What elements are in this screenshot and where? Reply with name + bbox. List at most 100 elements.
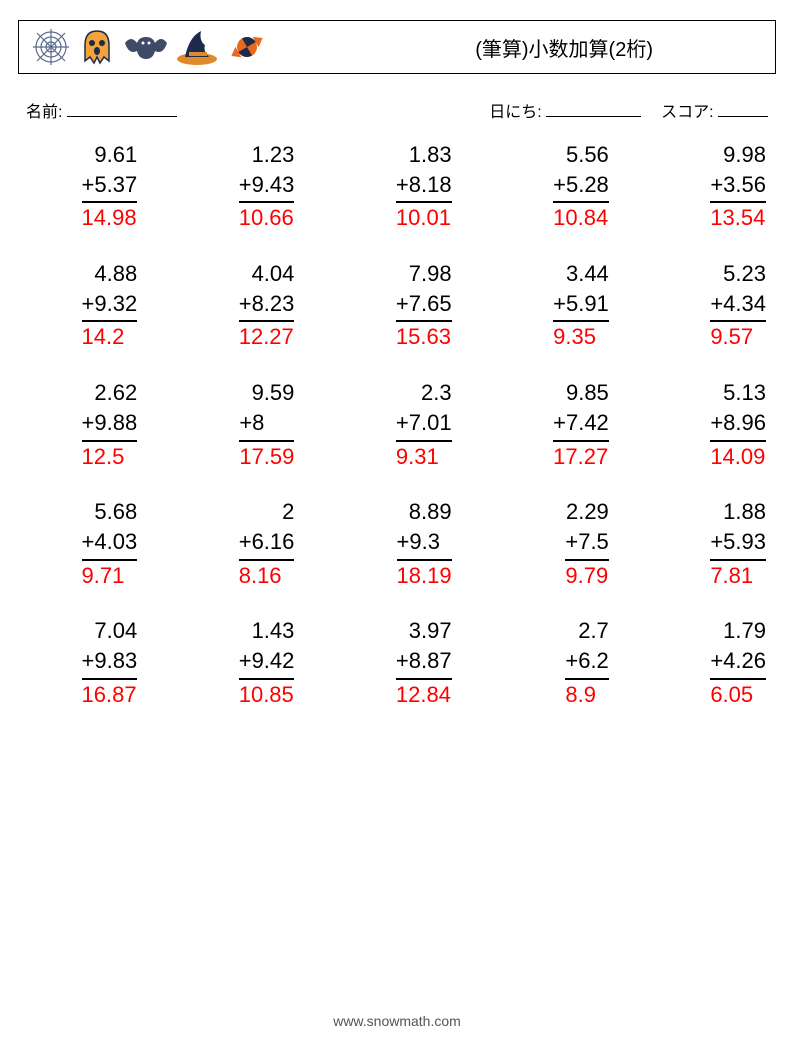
answer: 17.59 [239, 442, 294, 472]
answer: 6.05 [710, 680, 766, 710]
problem-cell: 3.97+8.8712.84 [342, 616, 451, 709]
answer: 17.27 [553, 442, 609, 472]
addend-top: 3.97 [396, 616, 452, 646]
name-field: 名前: [26, 98, 177, 122]
answer: 8.9 [565, 680, 608, 710]
problem-cell: 1.23+9.4310.66 [185, 140, 294, 233]
addend-bottom: +5.93 [710, 527, 766, 561]
problem-cell: 9.98+3.5613.54 [657, 140, 766, 233]
addend-top: 9.98 [710, 140, 766, 170]
problem-stack: 2.7+6.28.9 [565, 616, 608, 709]
addend-top: 7.04 [82, 616, 138, 646]
addend-bottom: +3.56 [710, 170, 766, 204]
addend-top: 7.98 [396, 259, 452, 289]
problems-grid: 9.61+5.3714.98 1.23+9.4310.66 1.83+8.1810.… [18, 132, 776, 709]
problem-stack: 9.61+5.3714.98 [82, 140, 138, 233]
problem-cell: 2.3+7.019.31 [342, 378, 451, 471]
addend-top: 2 [239, 497, 295, 527]
addend-bottom: +6.2 [565, 646, 608, 680]
addend-top: 5.56 [553, 140, 609, 170]
candy-icon [225, 27, 269, 67]
problem-stack: 5.56+5.2810.84 [553, 140, 609, 233]
answer: 12.5 [82, 442, 138, 472]
addend-top: 9.61 [82, 140, 138, 170]
score-field: スコア: [661, 98, 768, 122]
ghost-icon [77, 27, 117, 67]
info-row: 名前: 日にち: スコア: [18, 74, 776, 132]
answer: 10.01 [396, 203, 452, 233]
addend-bottom: +8 [239, 408, 294, 442]
answer: 15.63 [396, 322, 452, 352]
addend-top: 1.79 [710, 616, 766, 646]
answer: 13.54 [710, 203, 766, 233]
addend-top: 8.89 [397, 497, 452, 527]
bat-icon [123, 27, 169, 67]
problem-cell: 3.44+5.919.35 [500, 259, 609, 352]
problem-cell: 5.13+8.9614.09 [657, 378, 766, 471]
problem-stack: 7.04+9.8316.87 [82, 616, 138, 709]
addend-bottom: +9.88 [82, 408, 138, 442]
problem-stack: 4.04+8.2312.27 [239, 259, 295, 352]
witch-hat-icon [175, 27, 219, 67]
addend-top: 1.43 [239, 616, 295, 646]
addend-top: 3.44 [553, 259, 609, 289]
addend-bottom: +8.87 [396, 646, 452, 680]
date-field: 日にち: [489, 98, 641, 122]
answer: 12.84 [396, 680, 452, 710]
addend-top: 2.3 [396, 378, 452, 408]
addend-top: 5.23 [710, 259, 766, 289]
problem-stack: 1.43+9.4210.85 [239, 616, 295, 709]
problem-stack: 9.59+817.59 [239, 378, 294, 471]
answer: 9.57 [710, 322, 766, 352]
problem-cell: 1.79+4.266.05 [657, 616, 766, 709]
problem-cell: 1.83+8.1810.01 [342, 140, 451, 233]
addend-bottom: +8.23 [239, 289, 295, 323]
problem-stack: 3.44+5.919.35 [553, 259, 609, 352]
addend-bottom: +9.83 [82, 646, 138, 680]
problem-stack: 2.3+7.019.31 [396, 378, 452, 471]
problem-stack: 9.98+3.5613.54 [710, 140, 766, 233]
addend-top: 5.68 [82, 497, 138, 527]
addend-top: 2.29 [565, 497, 608, 527]
problem-cell: 2.62+9.8812.5 [28, 378, 137, 471]
addend-top: 1.23 [239, 140, 295, 170]
addend-bottom: +9.42 [239, 646, 295, 680]
problem-stack: 2.62+9.8812.5 [82, 378, 138, 471]
problem-cell: 7.98+7.6515.63 [342, 259, 451, 352]
name-line [67, 101, 177, 117]
date-label: 日にち: [489, 104, 541, 121]
problem-stack: 1.79+4.266.05 [710, 616, 766, 709]
problem-cell: 4.88+9.3214.2 [28, 259, 137, 352]
score-line [718, 101, 768, 117]
problem-stack: 2.29+7.59.79 [565, 497, 608, 590]
addend-bottom: +4.03 [82, 527, 138, 561]
problem-stack: 1.23+9.4310.66 [239, 140, 295, 233]
answer: 10.85 [239, 680, 295, 710]
problem-stack: 5.23+4.349.57 [710, 259, 766, 352]
score-label: スコア: [661, 104, 713, 121]
problem-cell: 2.29+7.59.79 [500, 497, 609, 590]
answer: 12.27 [239, 322, 295, 352]
answer: 9.71 [82, 561, 138, 591]
problem-stack: 3.97+8.8712.84 [396, 616, 452, 709]
addend-bottom: +7.65 [396, 289, 452, 323]
problem-cell: 9.59+817.59 [185, 378, 294, 471]
answer: 14.09 [710, 442, 766, 472]
answer: 9.79 [565, 561, 608, 591]
problem-cell: 4.04+8.2312.27 [185, 259, 294, 352]
problem-stack: 9.85+7.4217.27 [553, 378, 609, 471]
addend-bottom: +7.01 [396, 408, 452, 442]
addend-top: 9.59 [239, 378, 294, 408]
problem-stack: 5.13+8.9614.09 [710, 378, 766, 471]
answer: 9.31 [396, 442, 452, 472]
answer: 8.16 [239, 561, 295, 591]
addend-bottom: +8.18 [396, 170, 452, 204]
problem-stack: 7.98+7.6515.63 [396, 259, 452, 352]
problem-cell: 5.56+5.2810.84 [500, 140, 609, 233]
spiderweb-icon [31, 27, 71, 67]
answer: 7.81 [710, 561, 766, 591]
header-icons [31, 27, 269, 67]
header-box: (筆算)小数加算(2桁) [18, 20, 776, 74]
problem-stack: 1.88+5.937.81 [710, 497, 766, 590]
addend-top: 4.04 [239, 259, 295, 289]
